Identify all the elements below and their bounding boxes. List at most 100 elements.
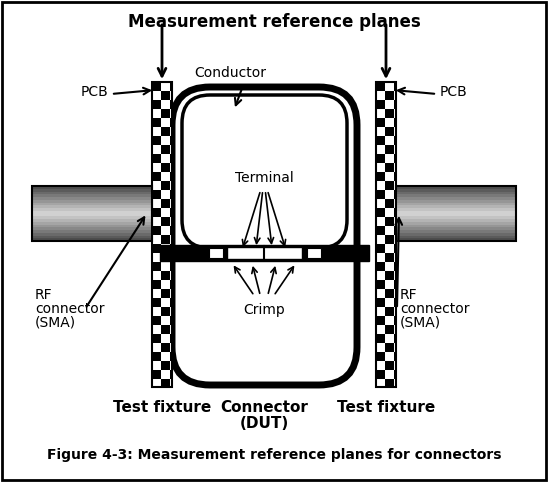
Bar [152, 82, 172, 387]
Bar [161, 325, 170, 334]
Bar [161, 199, 170, 208]
Bar [152, 190, 161, 199]
Bar [161, 109, 170, 118]
Text: RF: RF [400, 288, 418, 302]
FancyBboxPatch shape [172, 87, 357, 385]
Bar [396, 214, 516, 217]
Bar [32, 191, 152, 195]
Bar [385, 361, 394, 370]
Bar [161, 271, 170, 280]
Bar [170, 280, 172, 289]
Bar [385, 307, 394, 316]
Bar [170, 244, 172, 253]
Bar [161, 361, 170, 370]
Bar [161, 289, 170, 298]
Bar [394, 244, 396, 253]
Bar [170, 316, 172, 325]
Text: Test fixture: Test fixture [113, 400, 211, 415]
Bar [161, 145, 170, 154]
Bar [170, 154, 172, 163]
Bar [396, 191, 516, 195]
Text: Terminal: Terminal [235, 171, 293, 185]
Text: (DUT): (DUT) [239, 416, 289, 431]
Bar [394, 154, 396, 163]
Text: PCB: PCB [440, 85, 468, 99]
Bar [394, 82, 396, 91]
Bar [161, 343, 170, 352]
Bar [170, 208, 172, 217]
Bar [396, 205, 516, 209]
Bar [385, 127, 394, 136]
Bar [152, 136, 161, 145]
Bar [32, 200, 152, 203]
Text: (SMA): (SMA) [400, 316, 441, 330]
Bar [394, 136, 396, 145]
Bar [385, 109, 394, 118]
Bar [394, 370, 396, 379]
Bar [170, 226, 172, 235]
Bar [170, 334, 172, 343]
Bar [32, 208, 152, 211]
Bar [161, 217, 170, 226]
Bar [376, 244, 385, 253]
Bar [396, 225, 516, 228]
Bar [376, 352, 385, 361]
Bar [32, 216, 152, 219]
Bar [376, 334, 385, 343]
Bar [376, 370, 385, 379]
Text: connector: connector [400, 302, 470, 316]
Text: Figure 4-3: Measurement reference planes for connectors: Figure 4-3: Measurement reference planes… [47, 448, 501, 462]
Bar [152, 172, 161, 181]
Bar [376, 262, 385, 271]
Bar [385, 325, 394, 334]
Bar [152, 262, 161, 271]
Bar [170, 136, 172, 145]
Bar [152, 208, 161, 217]
Bar [32, 205, 152, 209]
Bar [152, 154, 161, 163]
Bar [396, 189, 516, 192]
Bar [32, 202, 152, 206]
Bar [170, 298, 172, 307]
Bar [152, 100, 161, 109]
Bar [385, 271, 394, 280]
Bar [152, 352, 161, 361]
Bar [161, 163, 170, 172]
Bar [394, 298, 396, 307]
Bar [32, 227, 152, 230]
Bar [394, 118, 396, 127]
Bar [396, 236, 516, 239]
Bar [152, 118, 161, 127]
Text: Measurement reference planes: Measurement reference planes [128, 13, 420, 31]
Bar [376, 280, 385, 289]
Text: connector: connector [35, 302, 105, 316]
Bar [396, 200, 516, 203]
Text: Test fixture: Test fixture [337, 400, 435, 415]
Bar [152, 82, 161, 91]
Bar [385, 217, 394, 226]
Bar [376, 136, 385, 145]
Bar [385, 379, 394, 387]
Bar [170, 352, 172, 361]
Bar [385, 199, 394, 208]
Text: RF: RF [35, 288, 53, 302]
Bar [396, 197, 516, 200]
Text: Conductor: Conductor [194, 66, 266, 80]
Bar [394, 334, 396, 343]
Bar [396, 222, 516, 225]
Bar [32, 236, 152, 239]
Bar [394, 100, 396, 109]
Bar [376, 82, 385, 91]
Bar [385, 145, 394, 154]
Bar [385, 163, 394, 172]
Bar [376, 226, 385, 235]
Text: PCB: PCB [80, 85, 108, 99]
Bar [32, 225, 152, 228]
Bar [376, 316, 385, 325]
Bar [396, 186, 516, 189]
Bar [385, 235, 394, 244]
Bar [209, 248, 223, 258]
Bar [385, 343, 394, 352]
Bar [32, 230, 152, 233]
Bar [170, 172, 172, 181]
